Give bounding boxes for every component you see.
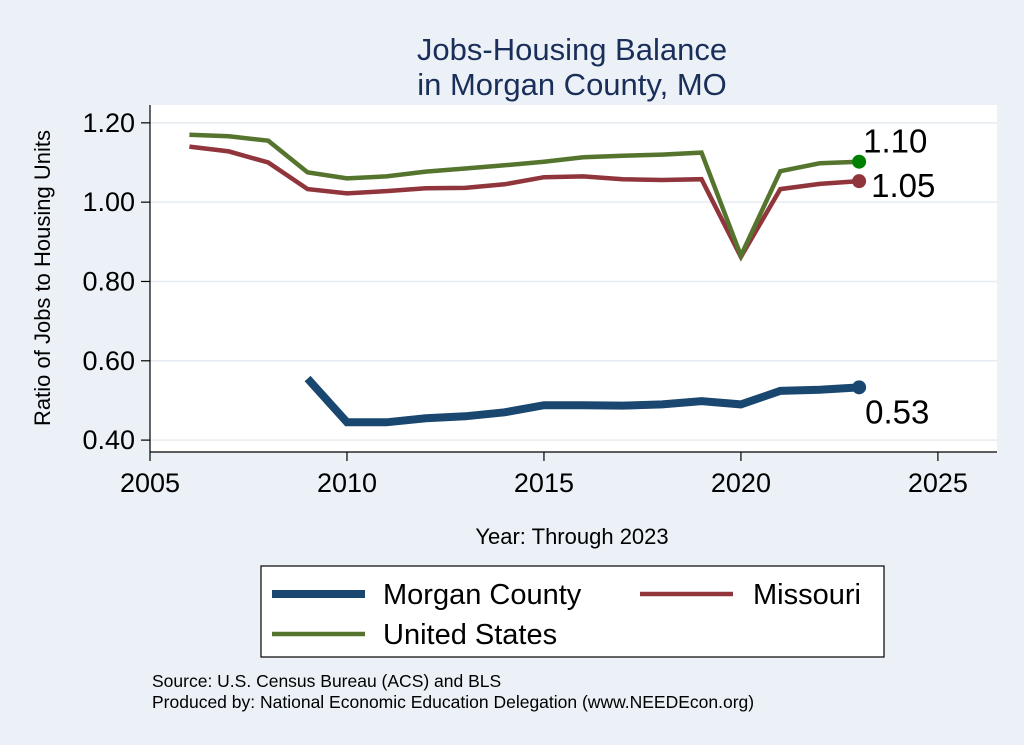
chart-title-line-1: Jobs-Housing Balance xyxy=(417,32,727,67)
end-label-morgan-county: 0.53 xyxy=(865,393,929,430)
x-tick-label: 2015 xyxy=(514,468,574,498)
x-axis-label: Year: Through 2023 xyxy=(475,524,668,549)
x-tick-label: 2020 xyxy=(711,468,771,498)
y-tick-label: 0.60 xyxy=(82,346,135,376)
x-tick-label: 2010 xyxy=(317,468,377,498)
x-tick-label: 2005 xyxy=(120,468,180,498)
x-tick-label: 2025 xyxy=(908,468,968,498)
source-note: Source: U.S. Census Bureau (ACS) and BLS xyxy=(152,671,501,691)
y-axis-label: Ratio of Jobs to Housing Units xyxy=(30,130,55,426)
producer-note: Produced by: National Economic Education… xyxy=(152,692,754,712)
legend-box xyxy=(260,565,885,658)
end-label-united-states: 1.10 xyxy=(863,123,927,160)
end-point-missouri xyxy=(852,174,867,189)
series-layer: 0.53 1.05 1.10 xyxy=(189,123,935,430)
end-point-united-states xyxy=(852,154,867,169)
end-label-missouri: 1.05 xyxy=(871,167,935,204)
end-point-morgan-county xyxy=(852,380,867,395)
y-tick-label: 1.00 xyxy=(82,187,135,217)
series-line-morgan-county xyxy=(304,375,860,427)
chart-title-line-2: in Morgan County, MO xyxy=(417,67,727,102)
y-tick-label: 0.80 xyxy=(82,266,135,296)
series-line-united-states xyxy=(189,132,860,262)
grid xyxy=(150,122,997,441)
legend-label-morgan-county: Morgan County xyxy=(383,579,582,611)
ticks: 0.40 0.60 0.80 1.00 1.20 2005 2010 2015 2020 2025 xyxy=(82,108,968,498)
legend-label-united-states: United States xyxy=(383,619,557,651)
y-tick-label: 1.20 xyxy=(82,108,135,138)
legend-label-missouri: Missouri xyxy=(753,579,861,611)
y-tick-label: 0.40 xyxy=(82,425,135,455)
